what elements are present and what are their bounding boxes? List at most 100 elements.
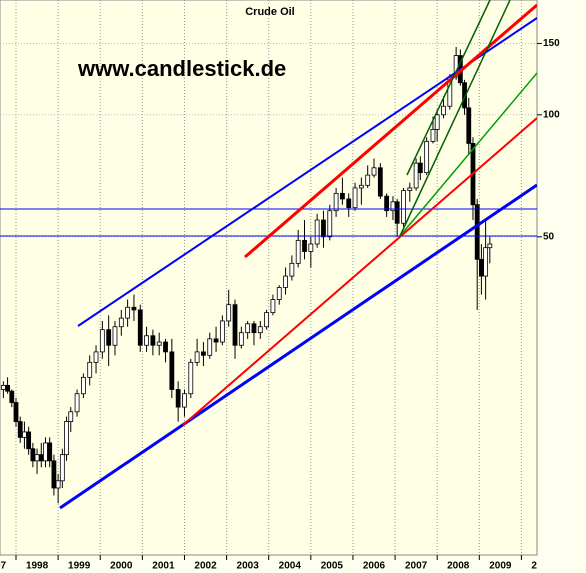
x-tick-label: 2001: [152, 561, 175, 572]
x-tick-label: 1997: [0, 561, 7, 572]
x-tick-label: 2003: [237, 561, 260, 572]
y-tick-label: 100: [543, 109, 560, 120]
candle-body: [289, 262, 295, 277]
x-tick-label: 1998: [26, 561, 49, 572]
candle-body: [47, 442, 53, 462]
candle-body: [358, 184, 364, 189]
candle-body: [424, 140, 430, 174]
candle-body: [377, 167, 383, 197]
candle-body: [251, 323, 257, 334]
candle-body: [163, 341, 168, 353]
candle-body: [264, 312, 270, 328]
candle-body: [13, 402, 19, 422]
candle-body: [43, 442, 48, 462]
candle-body: [483, 247, 489, 277]
candle-body: [213, 338, 219, 343]
candle-body: [257, 326, 263, 334]
candle-body: [131, 306, 137, 311]
candle-body: [302, 239, 307, 252]
candle-body: [283, 275, 288, 288]
candle-body: [87, 361, 93, 378]
chart-title: Crude Oil: [245, 6, 295, 18]
candle-body: [188, 361, 194, 395]
candle-body: [413, 162, 419, 189]
candle-body: [384, 195, 390, 212]
candle-body: [474, 204, 480, 260]
candle-body: [112, 326, 118, 346]
candle-body: [74, 393, 80, 413]
candle-body: [314, 219, 320, 245]
candle-body: [394, 201, 400, 224]
candle-body: [51, 460, 57, 489]
candle-body: [219, 320, 225, 343]
x-tick-label: 2009: [489, 561, 512, 572]
x-tick-label: 2002: [194, 561, 217, 572]
x-tick-label: 2010: [531, 561, 554, 572]
candle-body: [17, 421, 23, 438]
candle-body: [479, 258, 484, 277]
candle-body: [487, 243, 493, 249]
candle-body: [30, 448, 36, 462]
candle-body: [276, 287, 282, 300]
candle-body: [194, 351, 200, 363]
candle-body: [371, 167, 377, 176]
candle-body: [34, 454, 40, 462]
candle-body: [232, 304, 238, 346]
candle-body: [407, 187, 413, 192]
candle-body: [201, 351, 206, 356]
candle-body: [137, 309, 143, 346]
candle-body: [308, 243, 314, 252]
candle-body: [5, 384, 10, 392]
candle-body: [226, 304, 232, 322]
candle-body: [80, 376, 86, 395]
x-tick-label: 2004: [279, 561, 302, 572]
candle-body: [417, 162, 423, 174]
candle-body: [26, 431, 32, 450]
candle-body: [365, 174, 371, 186]
candle-body: [340, 192, 345, 200]
candle-body: [238, 332, 244, 346]
x-tick-label: 2007: [405, 561, 428, 572]
x-tick-label: 2000: [110, 561, 133, 572]
x-tick-label: 2008: [447, 561, 470, 572]
candle-body: [106, 329, 112, 346]
candle-body: [55, 480, 61, 489]
candle-body: [462, 82, 467, 109]
candle-body: [295, 239, 301, 264]
candle-body: [118, 317, 124, 328]
candle-body: [125, 306, 131, 319]
candle-body: [333, 192, 339, 212]
candle-body: [150, 335, 156, 346]
candle-body: [22, 431, 27, 438]
x-tick-label: 2005: [321, 561, 344, 572]
candle-body: [64, 421, 69, 456]
candle-body: [430, 129, 436, 142]
trend-lines: [0, 0, 537, 510]
candle-body: [156, 341, 162, 346]
candle-body: [321, 219, 326, 238]
candle-body: [9, 390, 15, 403]
candle-body: [352, 187, 358, 209]
candle-body: [434, 114, 440, 130]
candle-body: [441, 105, 446, 116]
x-tick-label: 2006: [363, 561, 386, 572]
candle-body: [466, 107, 472, 144]
candle-body: [93, 351, 99, 363]
candle-body: [175, 389, 181, 408]
candle-body: [144, 335, 149, 346]
candle-body: [327, 210, 333, 238]
candle-body: [207, 338, 213, 356]
y-tick-label: 50: [543, 231, 555, 242]
candle-body: [270, 299, 276, 314]
candle-body: [401, 190, 406, 224]
candle-body: [38, 454, 44, 462]
candle-body: [59, 454, 65, 482]
candle-body: [68, 411, 74, 422]
candle-body: [0, 384, 6, 390]
watermark: www.candlestick.de: [77, 56, 286, 81]
candle-body: [346, 198, 352, 209]
candle-body: [245, 323, 251, 334]
x-tick-label: 1999: [68, 561, 91, 572]
